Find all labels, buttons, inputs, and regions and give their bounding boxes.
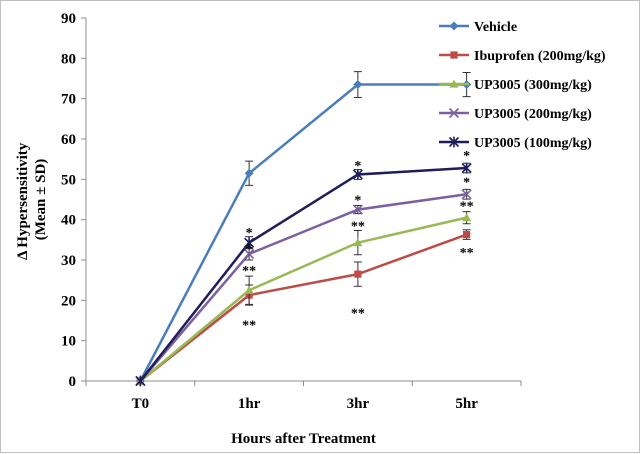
y-tick-label: 20 xyxy=(61,293,76,309)
y-tick-label: 80 xyxy=(61,51,76,67)
legend-label: UP3005 (200mg/kg) xyxy=(474,107,592,122)
legend-item: UP3005 (200mg/kg) xyxy=(439,107,592,122)
significance-marker: * xyxy=(463,149,470,164)
legend-item: Ibuprofen (200mg/kg) xyxy=(439,49,606,64)
significance-marker: ** xyxy=(242,264,256,279)
y-tick-label: 40 xyxy=(61,213,76,229)
x-axis-title: Hours after Treatment xyxy=(231,431,376,447)
series-3 xyxy=(135,211,472,385)
significance-marker: ** xyxy=(460,200,474,215)
y-tick-label: 90 xyxy=(61,11,76,27)
legend-item: Vehicle xyxy=(439,20,517,35)
data-point xyxy=(461,189,472,200)
significance-marker: ** xyxy=(351,306,365,321)
legend-swatch-marker xyxy=(450,51,458,59)
y-axis-title-line-1: Δ Hypersensitivity xyxy=(15,142,31,260)
legend-label: UP3005 (300mg/kg) xyxy=(474,78,592,93)
legend-item: UP3005 (300mg/kg) xyxy=(439,78,592,93)
data-point xyxy=(462,213,472,222)
y-tick-label: 10 xyxy=(61,334,76,350)
axes xyxy=(85,18,521,382)
data-point xyxy=(352,169,363,180)
legend-swatch-marker xyxy=(449,79,459,88)
series-line xyxy=(139,193,467,382)
y-axis-ticks: 0 10 20 30 40 50 60 70 80 90 xyxy=(61,11,86,390)
legend-swatch-marker xyxy=(448,107,460,119)
legend-item: UP3005 (100mg/kg) xyxy=(439,136,592,151)
data-point xyxy=(463,230,471,239)
significance-marker: * xyxy=(463,175,470,190)
legend-label: Ibuprofen (200mg/kg) xyxy=(474,49,606,64)
series-5 xyxy=(135,162,472,387)
legend-label: Vehicle xyxy=(474,20,517,35)
data-point xyxy=(244,285,254,294)
data-point xyxy=(352,204,363,215)
x-tick-label: 3hr xyxy=(347,396,370,412)
significance-marker: * xyxy=(354,194,361,209)
data-point xyxy=(353,80,363,90)
x-tick-label: 1hr xyxy=(238,396,261,412)
x-tick-label: T0 xyxy=(132,396,150,412)
legend: Vehicle Ibuprofen (200mg/kg) UP3005 (300mg… xyxy=(439,20,606,151)
data-point xyxy=(244,237,255,249)
y-tick-label: 70 xyxy=(61,92,76,108)
y-axis-title-line-2: (Mean ± SD) xyxy=(33,159,49,241)
y-axis-title: Δ Hypersensitivity (Mean ± SD) xyxy=(15,139,49,260)
series-line xyxy=(139,166,467,382)
significance-marker: * xyxy=(246,226,253,241)
y-tick-label: 50 xyxy=(61,172,76,188)
significance-marker: ** xyxy=(242,319,256,334)
y-tick-label: 0 xyxy=(69,374,77,390)
series-line xyxy=(139,83,467,382)
x-axis-ticks: T0 1hr 3hr 5hr xyxy=(85,381,522,412)
y-tick-label: 60 xyxy=(61,132,76,148)
legend-swatch-marker xyxy=(449,21,459,31)
data-point xyxy=(461,162,472,174)
series-layer xyxy=(135,71,472,387)
data-point xyxy=(135,375,146,387)
significance-marker: ** xyxy=(351,220,365,235)
series-line xyxy=(139,216,467,382)
series-2 xyxy=(136,229,471,385)
x-tick-label: 5hr xyxy=(455,396,478,412)
legend-label: UP3005 (100mg/kg) xyxy=(474,136,592,151)
significance-marker: * xyxy=(354,159,361,174)
data-point xyxy=(244,168,254,178)
data-point xyxy=(244,248,255,260)
series-4 xyxy=(135,188,472,387)
series-line xyxy=(139,233,468,382)
significance-marker: ** xyxy=(460,246,474,261)
significance-annotations: ****************** xyxy=(242,149,474,333)
data-point xyxy=(353,238,363,247)
significance-marker: * xyxy=(246,242,253,257)
data-point xyxy=(354,270,362,278)
legend-swatch-marker xyxy=(448,136,460,148)
y-tick-label: 30 xyxy=(61,253,76,269)
